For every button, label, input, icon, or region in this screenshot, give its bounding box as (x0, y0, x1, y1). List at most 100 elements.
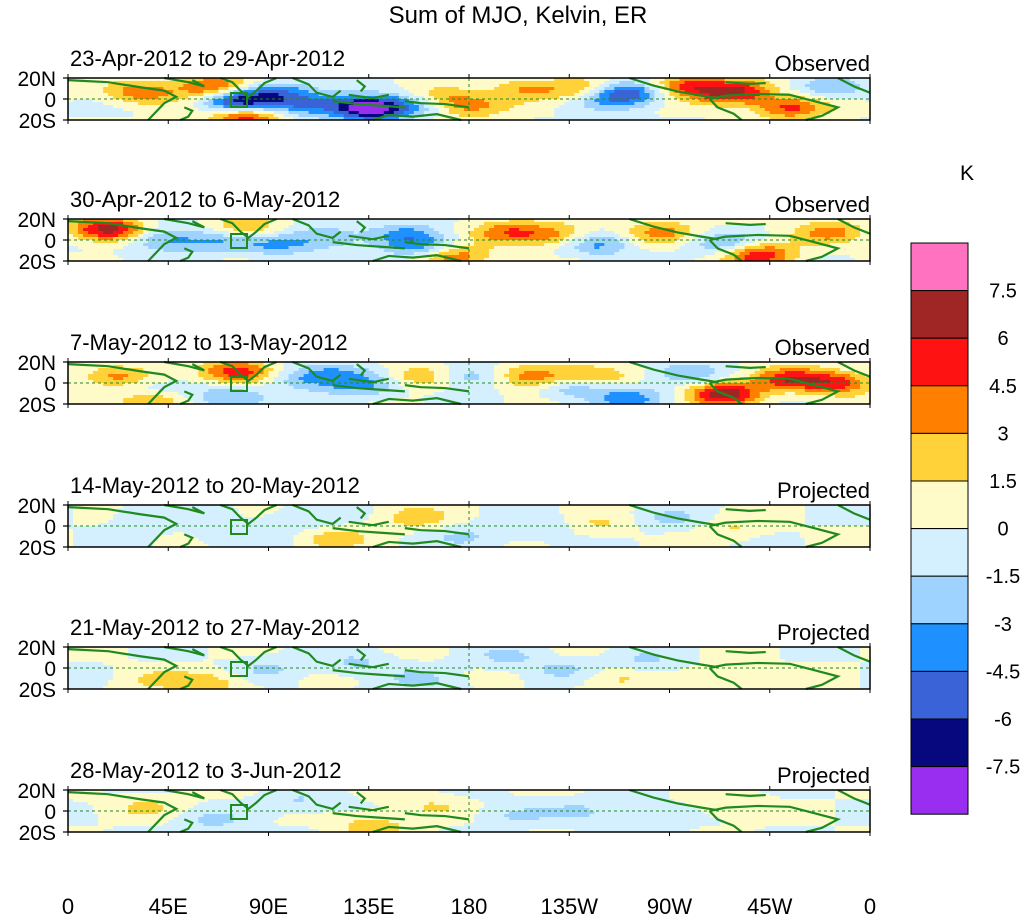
anomaly-cell (273, 362, 279, 366)
anomaly-cell (819, 105, 826, 109)
anomaly-cell (849, 87, 856, 91)
anomaly-cell (328, 96, 335, 100)
anomaly-cell (403, 108, 410, 112)
anomaly-cell (73, 246, 79, 250)
anomaly-cell (433, 368, 440, 372)
anomaly-cell (849, 105, 856, 109)
anomaly-cell (664, 102, 670, 106)
anomaly-cell (534, 108, 540, 112)
anomaly-cell (479, 114, 485, 118)
anomaly-cell (644, 111, 650, 115)
anomaly-cell (684, 96, 690, 100)
anomaly-cell (353, 87, 360, 91)
anomaly-cell (599, 362, 605, 366)
anomaly-cell (694, 252, 700, 256)
anomaly-cell (589, 365, 595, 369)
anomaly-cell (228, 252, 234, 256)
anomaly-cell (153, 243, 159, 247)
anomaly-cell (263, 243, 269, 247)
anomaly-cell (243, 222, 249, 226)
anomaly-cell (313, 255, 320, 259)
anomaly-cell (73, 243, 79, 247)
anomaly-cell (243, 81, 249, 85)
anomaly-cell (298, 87, 304, 91)
anomaly-cell (484, 231, 490, 235)
anomaly-cell (248, 231, 254, 235)
anomaly-cell (584, 93, 590, 97)
anomaly-cell (544, 96, 550, 100)
anomaly-cell (789, 222, 796, 226)
coastline (333, 101, 405, 107)
anomaly-cell (443, 362, 450, 366)
anomaly-cell (458, 231, 465, 235)
anomaly-cell (118, 225, 124, 229)
anomaly-cell (614, 249, 620, 253)
anomaly-cell (433, 108, 440, 112)
anomaly-cell (168, 249, 174, 253)
anomaly-cell (514, 84, 520, 88)
anomaly-cell (674, 255, 680, 259)
anomaly-cell (163, 362, 169, 366)
anomaly-cell (168, 228, 174, 232)
anomaly-cell (839, 114, 846, 118)
anomaly-cell (128, 240, 134, 244)
anomaly-cell (754, 252, 761, 256)
anomaly-cell (804, 231, 811, 235)
anomaly-cell (433, 362, 440, 366)
anomaly-cell (253, 114, 259, 118)
anomaly-cell (634, 240, 640, 244)
anomaly-cell (158, 362, 164, 366)
anomaly-cell (143, 108, 149, 112)
anomaly-cell (809, 234, 816, 238)
anomaly-cell (133, 365, 139, 369)
anomaly-cell (759, 252, 766, 256)
anomaly-cell (113, 93, 119, 97)
anomaly-cell (128, 258, 134, 262)
anomaly-cell (479, 246, 485, 250)
anomaly-cell (554, 249, 560, 253)
anomaly-cell (779, 237, 786, 241)
anomaly-cell (794, 228, 801, 232)
anomaly-cell (193, 96, 199, 100)
anomaly-cell (714, 231, 721, 235)
anomaly-cell (804, 234, 811, 238)
anomaly-cell (474, 114, 480, 118)
anomaly-cell (418, 222, 425, 226)
anomaly-cell (474, 249, 480, 253)
anomaly-cell (343, 368, 350, 372)
anomaly-cell (559, 237, 565, 241)
anomaly-cell (353, 219, 360, 223)
anomaly-cell (814, 365, 821, 369)
anomaly-cell (433, 219, 440, 223)
anomaly-cell (213, 78, 219, 82)
anomaly-cell (428, 249, 435, 253)
anomaly-cell (674, 243, 680, 247)
anomaly-cell (93, 255, 99, 259)
anomaly-cell (173, 87, 179, 91)
anomaly-cell (413, 117, 420, 121)
anomaly-cell (333, 105, 340, 109)
anomaly-cell (859, 246, 866, 250)
anomaly-cell (779, 114, 786, 118)
anomaly-cell (499, 87, 505, 91)
anomaly-cell (599, 240, 605, 244)
anomaly-cell (729, 84, 736, 88)
anomaly-cell (148, 252, 154, 256)
anomaly-cell (113, 246, 119, 250)
anomaly-cell (73, 105, 79, 109)
anomaly-cell (819, 246, 826, 250)
anomaly-cell (203, 84, 209, 88)
anomaly-cell (864, 93, 871, 97)
anomaly-cell (559, 105, 565, 109)
anomaly-cell (819, 117, 826, 121)
anomaly-cell (123, 102, 129, 106)
anomaly-cell (333, 90, 340, 94)
anomaly-cell (599, 114, 605, 118)
anomaly-cell (809, 102, 816, 106)
anomaly-cell (243, 87, 249, 91)
anomaly-cell (143, 234, 149, 238)
anomaly-cell (443, 219, 450, 223)
anomaly-cell (514, 96, 520, 100)
anomaly-cell (153, 93, 159, 97)
anomaly-cell (604, 222, 610, 226)
